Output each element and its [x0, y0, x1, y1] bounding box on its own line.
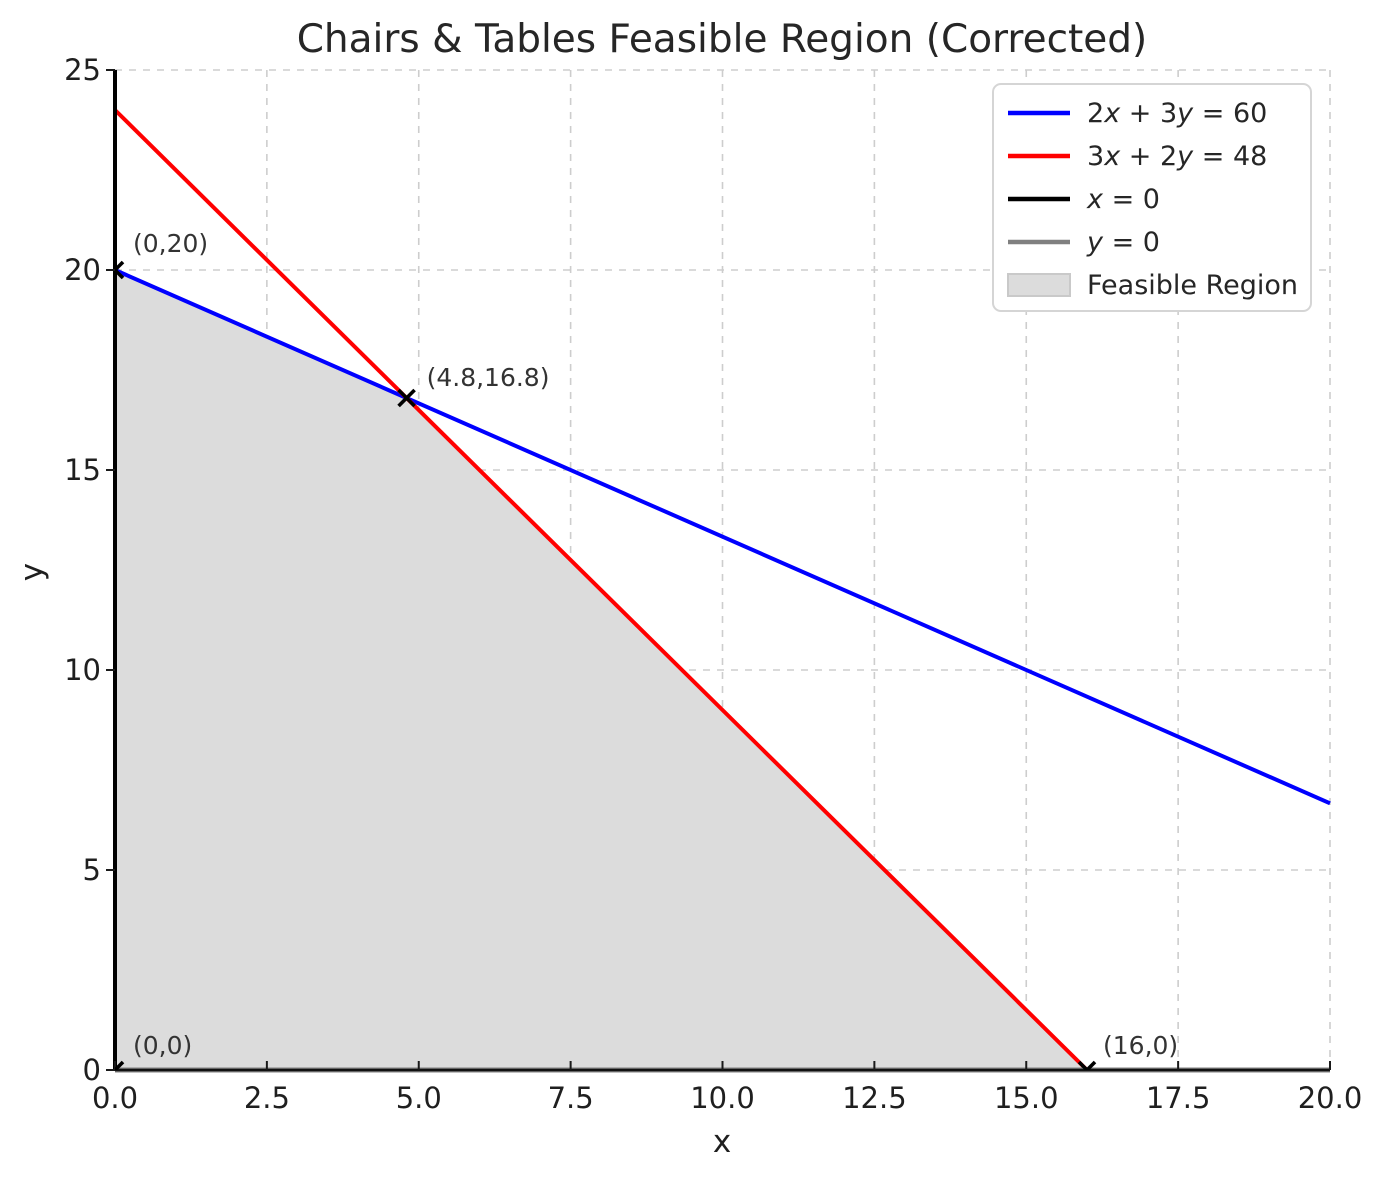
legend-box [992, 83, 1312, 312]
point-annotation: (4.8,16.8) [427, 363, 550, 392]
corner-marker-x [115, 267, 125, 280]
x-tick-label: 15.0 [994, 1081, 1059, 1115]
y-tick-label: 25 [64, 53, 101, 87]
x-tick-label: 0.0 [92, 1081, 138, 1115]
y-tick-label: 10 [64, 653, 101, 687]
legend-label: 3x + 2y = 48 [1087, 141, 1267, 172]
y-tick-label: 5 [83, 853, 101, 887]
chart-title: Chairs & Tables Feasible Region (Correct… [297, 17, 1148, 62]
point-annotation: (0,20) [133, 229, 208, 258]
corner-marker-x [397, 388, 416, 408]
corner-marker-x [115, 260, 125, 273]
corner-markers [115, 260, 1097, 1070]
legend-label: x = 0 [1086, 184, 1160, 215]
y-tick-label: 15 [64, 453, 101, 487]
y-tick-label: 0 [83, 1053, 101, 1087]
legend-label: 2x + 3y = 60 [1087, 98, 1267, 129]
x-tick-label: 7.5 [548, 1081, 594, 1115]
corner-marker-x [1077, 1060, 1090, 1070]
legend-label: Feasible Region [1087, 270, 1298, 301]
y-tick-label: 20 [64, 253, 101, 287]
annotations: (0,20) (4.8,16.8) (0,0) (16,0) [133, 229, 1178, 1060]
legend: 2x + 3y = 60 3x + 2y = 48 x = 0 y = 0 Feasib… [992, 83, 1312, 312]
series-line [113, 108, 1089, 1072]
point-annotation: (0,0) [133, 1031, 192, 1060]
feasible-region [115, 270, 1087, 1070]
legend-patch-swatch [1007, 273, 1071, 297]
x-tick-label: 17.5 [1146, 1081, 1211, 1115]
x-tick-label: 12.5 [842, 1081, 907, 1115]
series-line [114, 268, 1331, 806]
legend-label: y = 0 [1086, 227, 1160, 258]
x-tick-label: 10.0 [690, 1081, 755, 1115]
x-axis-label: x [713, 1124, 731, 1160]
corner-marker-x [115, 1060, 125, 1070]
feasible-region-polygon [115, 270, 1087, 1070]
x-tick-label: 5.0 [396, 1081, 442, 1115]
x-tick-label: 2.5 [244, 1081, 290, 1115]
point-annotation: (16,0) [1103, 1031, 1178, 1060]
x-tick-label: 20.0 [1298, 1081, 1363, 1115]
corner-marker-x [1084, 1060, 1097, 1070]
axis-ticks: 0.0 2.5 5.0 7.5 10.0 12.5 15.0 17.5 20.0 0 5 10 15 20… [64, 53, 1362, 1115]
y-axis-label: y [14, 563, 50, 581]
